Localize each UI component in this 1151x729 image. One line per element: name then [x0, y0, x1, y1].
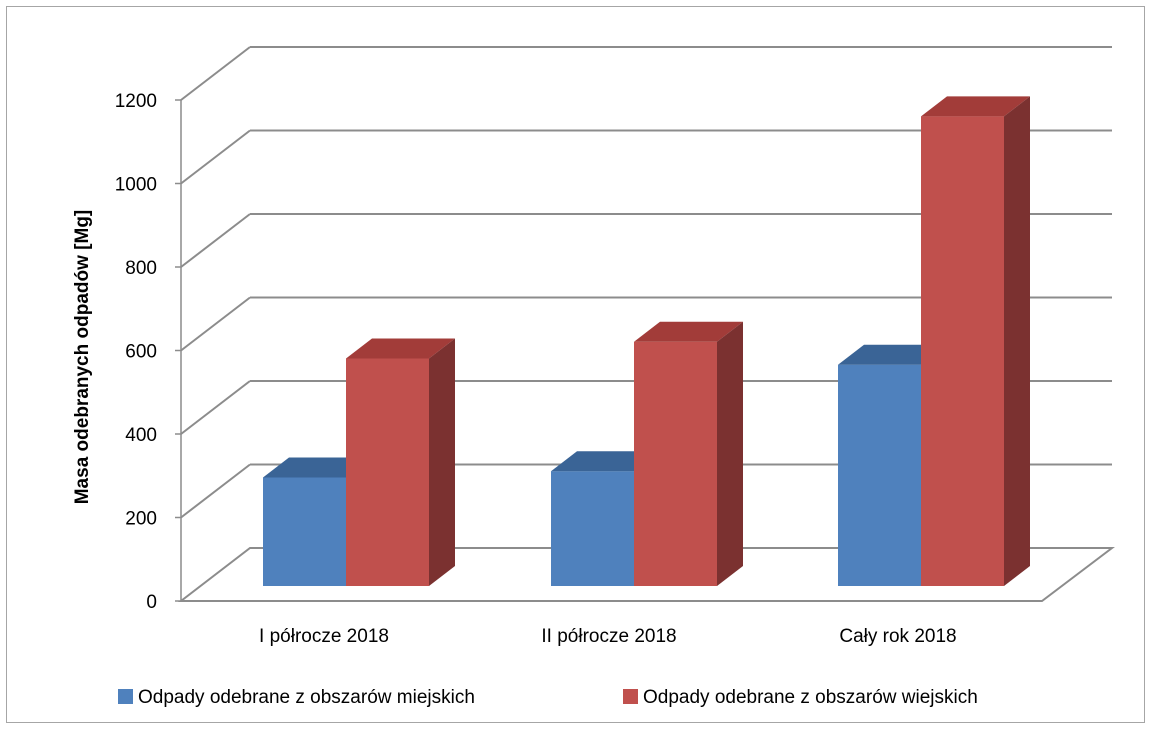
gridline-diag [180, 296, 251, 352]
bar-top [551, 451, 660, 472]
bar-top [346, 338, 455, 359]
category-label: II półrocze 2018 [541, 626, 676, 647]
gridline-diag [180, 380, 251, 435]
bar [346, 358, 429, 586]
legend: Odpady odebrane z obszarów miejskich Odpa… [118, 687, 978, 708]
bars [263, 96, 1030, 586]
y-axis-title: Masa odebranych odpadów [Mg] [72, 210, 93, 505]
legend-label: Odpady odebrane z obszarów wiejskich [643, 687, 978, 708]
y-tick-label: 400 [125, 425, 157, 446]
bar-top [634, 321, 743, 342]
bar [634, 341, 717, 586]
y-tick-label: 0 [146, 592, 157, 613]
gridline-diag [180, 46, 251, 101]
legend-swatch [623, 689, 638, 704]
y-tick-label: 800 [125, 258, 157, 279]
gridline-diag [180, 129, 251, 185]
bar-top [921, 96, 1030, 117]
gridline-diag [180, 213, 251, 268]
legend-swatch [118, 689, 133, 704]
legend-label: Odpady odebrane z obszarów miejskich [138, 687, 475, 708]
bar [551, 471, 634, 586]
y-tick-label: 1000 [115, 175, 157, 196]
category-labels: I półrocze 2018 II półrocze 2018 Cały rok … [259, 626, 957, 647]
bar-side [717, 321, 743, 586]
bar-side [1004, 96, 1030, 586]
y-tick-label: 600 [125, 342, 157, 363]
y-tick-label: 200 [125, 509, 157, 530]
category-label: Cały rok 2018 [839, 626, 956, 647]
gridline-diag [180, 463, 251, 519]
bar [921, 116, 1004, 586]
bar-top [263, 457, 372, 478]
category-label: I półrocze 2018 [259, 626, 389, 647]
bar [263, 477, 346, 586]
bar-top [838, 344, 947, 365]
bar [838, 364, 921, 586]
y-tick-label: 1200 [115, 91, 157, 112]
floor-grid [178, 547, 1115, 602]
y-tick-labels: 0 200 400 600 800 1000 1200 [115, 91, 157, 613]
bar-side [429, 338, 455, 586]
